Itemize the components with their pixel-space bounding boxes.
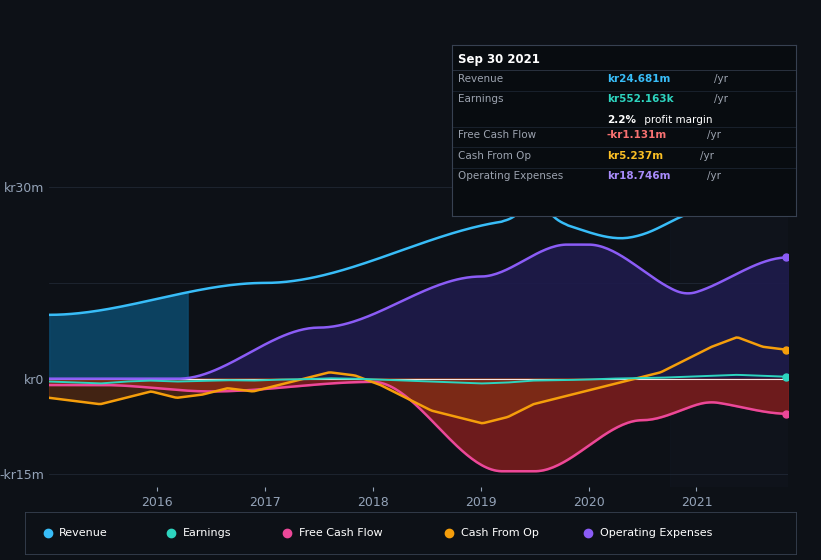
- Text: -kr1.131m: -kr1.131m: [607, 130, 667, 140]
- Text: Operating Expenses: Operating Expenses: [458, 171, 564, 181]
- Text: Free Cash Flow: Free Cash Flow: [458, 130, 537, 140]
- Text: /yr: /yr: [707, 171, 721, 181]
- Text: kr24.681m: kr24.681m: [607, 74, 670, 84]
- Text: Cash From Op: Cash From Op: [461, 529, 539, 538]
- Text: /yr: /yr: [713, 74, 727, 84]
- Text: kr552.163k: kr552.163k: [607, 94, 673, 104]
- Text: /yr: /yr: [707, 130, 721, 140]
- Text: kr5.237m: kr5.237m: [607, 151, 663, 161]
- Text: kr18.746m: kr18.746m: [607, 171, 670, 181]
- Text: Free Cash Flow: Free Cash Flow: [299, 529, 383, 538]
- Text: Earnings: Earnings: [183, 529, 232, 538]
- Bar: [669, 168, 788, 487]
- Text: /yr: /yr: [699, 151, 713, 161]
- Text: 2.2%: 2.2%: [607, 115, 635, 125]
- Text: /yr: /yr: [713, 94, 727, 104]
- Text: Revenue: Revenue: [59, 529, 108, 538]
- Text: Revenue: Revenue: [458, 74, 503, 84]
- Text: Earnings: Earnings: [458, 94, 504, 104]
- Text: Sep 30 2021: Sep 30 2021: [458, 53, 540, 66]
- Text: profit margin: profit margin: [641, 115, 713, 125]
- Text: Operating Expenses: Operating Expenses: [599, 529, 712, 538]
- Text: Cash From Op: Cash From Op: [458, 151, 531, 161]
